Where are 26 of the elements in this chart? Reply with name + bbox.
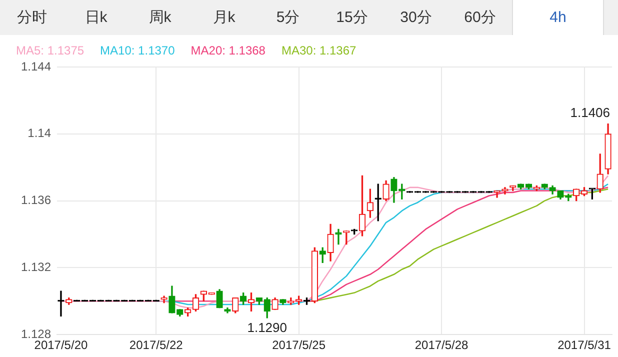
y-tick-label: 1.136 [20,193,52,208]
text: MA10: 1.1370 [100,43,176,58]
x-tick-label: 2017/5/25 [272,338,326,352]
text: MA30: 1.1367 [281,43,357,58]
x-tick-label: 2017/5/22 [129,338,184,352]
candlestick [502,187,508,194]
text: 30分 [399,8,433,28]
annotation: 1.1406 [570,104,610,120]
text: 周k [148,8,172,28]
x-tick-label: 2017/5/31 [558,338,612,352]
y-tick-label: 1.14 [28,126,52,140]
x-tick-label: 2017/5/28 [414,338,469,352]
text: 15分 [335,8,369,28]
text: 60分 [463,8,497,28]
annotation: 1.1290 [247,320,287,335]
text: 日k [84,8,108,28]
x-tick-label: 2017/5/20 [34,338,88,352]
text: MA20: 1.1368 [190,43,266,58]
y-tick-label: 1.144 [20,59,52,74]
text: 分时 [16,8,48,28]
text: MA5: 1.1375 [16,43,84,58]
y-tick-label: 1.128 [20,326,52,341]
text: 月k [212,8,236,28]
text: 4h [512,0,604,35]
y-tick-label: 1.132 [20,260,52,274]
text: 5分 [275,8,301,28]
